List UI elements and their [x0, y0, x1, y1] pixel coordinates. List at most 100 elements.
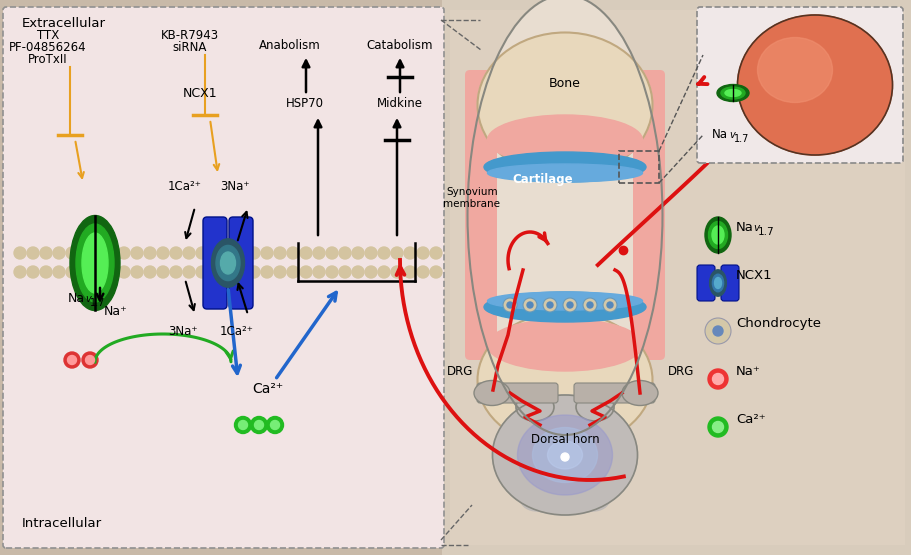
Circle shape	[378, 247, 390, 259]
Circle shape	[234, 416, 251, 433]
Text: Ca²⁺: Ca²⁺	[252, 382, 283, 396]
Ellipse shape	[477, 33, 652, 178]
Circle shape	[274, 266, 286, 278]
Ellipse shape	[216, 245, 240, 281]
Ellipse shape	[220, 252, 236, 274]
Text: KB-R7943: KB-R7943	[161, 29, 219, 42]
Text: v: v	[753, 223, 759, 233]
Circle shape	[235, 247, 247, 259]
Circle shape	[105, 266, 117, 278]
Circle shape	[713, 326, 723, 336]
Text: PF-04856264: PF-04856264	[9, 41, 87, 54]
Circle shape	[248, 266, 260, 278]
Text: Extracellular: Extracellular	[22, 17, 106, 30]
Circle shape	[53, 247, 65, 259]
Circle shape	[391, 247, 403, 259]
Ellipse shape	[477, 312, 652, 447]
Circle shape	[708, 369, 728, 389]
Circle shape	[274, 247, 286, 259]
Circle shape	[561, 453, 569, 461]
Circle shape	[209, 247, 221, 259]
Circle shape	[66, 266, 78, 278]
Circle shape	[118, 266, 130, 278]
Ellipse shape	[487, 115, 642, 165]
Text: Na: Na	[68, 292, 85, 305]
Ellipse shape	[484, 292, 646, 322]
Circle shape	[404, 266, 416, 278]
Circle shape	[523, 298, 537, 312]
Ellipse shape	[82, 233, 108, 293]
FancyBboxPatch shape	[574, 383, 655, 403]
Text: Synovium
membrane: Synovium membrane	[444, 186, 500, 209]
Circle shape	[712, 421, 723, 432]
Circle shape	[67, 356, 77, 365]
Circle shape	[603, 298, 617, 312]
Text: 1.7: 1.7	[734, 134, 750, 144]
Circle shape	[222, 247, 234, 259]
Circle shape	[712, 374, 723, 385]
Ellipse shape	[211, 239, 244, 287]
Circle shape	[587, 302, 593, 308]
Ellipse shape	[467, 0, 662, 435]
Circle shape	[254, 421, 263, 430]
Text: Na⁺: Na⁺	[104, 305, 128, 318]
Text: siRNA: siRNA	[173, 41, 207, 54]
FancyBboxPatch shape	[697, 7, 903, 163]
Circle shape	[40, 247, 52, 259]
Circle shape	[430, 266, 442, 278]
Circle shape	[79, 247, 91, 259]
Circle shape	[365, 266, 377, 278]
Ellipse shape	[714, 278, 722, 289]
Circle shape	[27, 266, 39, 278]
Ellipse shape	[487, 319, 642, 371]
Text: 1.7: 1.7	[758, 227, 774, 237]
FancyBboxPatch shape	[203, 217, 227, 309]
Circle shape	[339, 266, 351, 278]
Circle shape	[543, 298, 557, 312]
Text: Cartilage: Cartilage	[513, 173, 573, 186]
Circle shape	[527, 302, 533, 308]
Text: Bone: Bone	[549, 77, 581, 90]
Text: Na: Na	[736, 221, 754, 234]
Circle shape	[563, 298, 577, 312]
Circle shape	[287, 247, 299, 259]
Circle shape	[183, 247, 195, 259]
Ellipse shape	[70, 215, 120, 310]
Circle shape	[547, 302, 553, 308]
FancyBboxPatch shape	[721, 265, 739, 301]
FancyBboxPatch shape	[465, 70, 497, 360]
Circle shape	[705, 318, 731, 344]
Circle shape	[86, 356, 95, 365]
Circle shape	[430, 247, 442, 259]
Circle shape	[53, 266, 65, 278]
Ellipse shape	[533, 427, 598, 482]
Circle shape	[66, 247, 78, 259]
Ellipse shape	[712, 226, 724, 244]
Circle shape	[261, 266, 273, 278]
Circle shape	[14, 247, 26, 259]
Circle shape	[144, 266, 156, 278]
Circle shape	[271, 421, 280, 430]
Text: TTX: TTX	[36, 29, 59, 42]
Circle shape	[267, 416, 283, 433]
Ellipse shape	[758, 38, 833, 103]
Circle shape	[326, 247, 338, 259]
Text: DRG: DRG	[446, 365, 473, 378]
Text: 1Ca²⁺: 1Ca²⁺	[220, 325, 254, 338]
Ellipse shape	[521, 489, 553, 511]
Circle shape	[507, 302, 513, 308]
Text: Catabolism: Catabolism	[367, 39, 434, 52]
FancyBboxPatch shape	[697, 265, 715, 301]
Circle shape	[170, 247, 182, 259]
Circle shape	[248, 247, 260, 259]
Circle shape	[251, 416, 268, 433]
Ellipse shape	[725, 89, 741, 97]
Ellipse shape	[517, 415, 612, 495]
Circle shape	[144, 247, 156, 259]
Circle shape	[567, 302, 573, 308]
Circle shape	[300, 266, 312, 278]
Text: Chondrocyte: Chondrocyte	[736, 317, 821, 330]
Ellipse shape	[487, 292, 642, 310]
Circle shape	[183, 266, 195, 278]
Ellipse shape	[493, 395, 638, 515]
